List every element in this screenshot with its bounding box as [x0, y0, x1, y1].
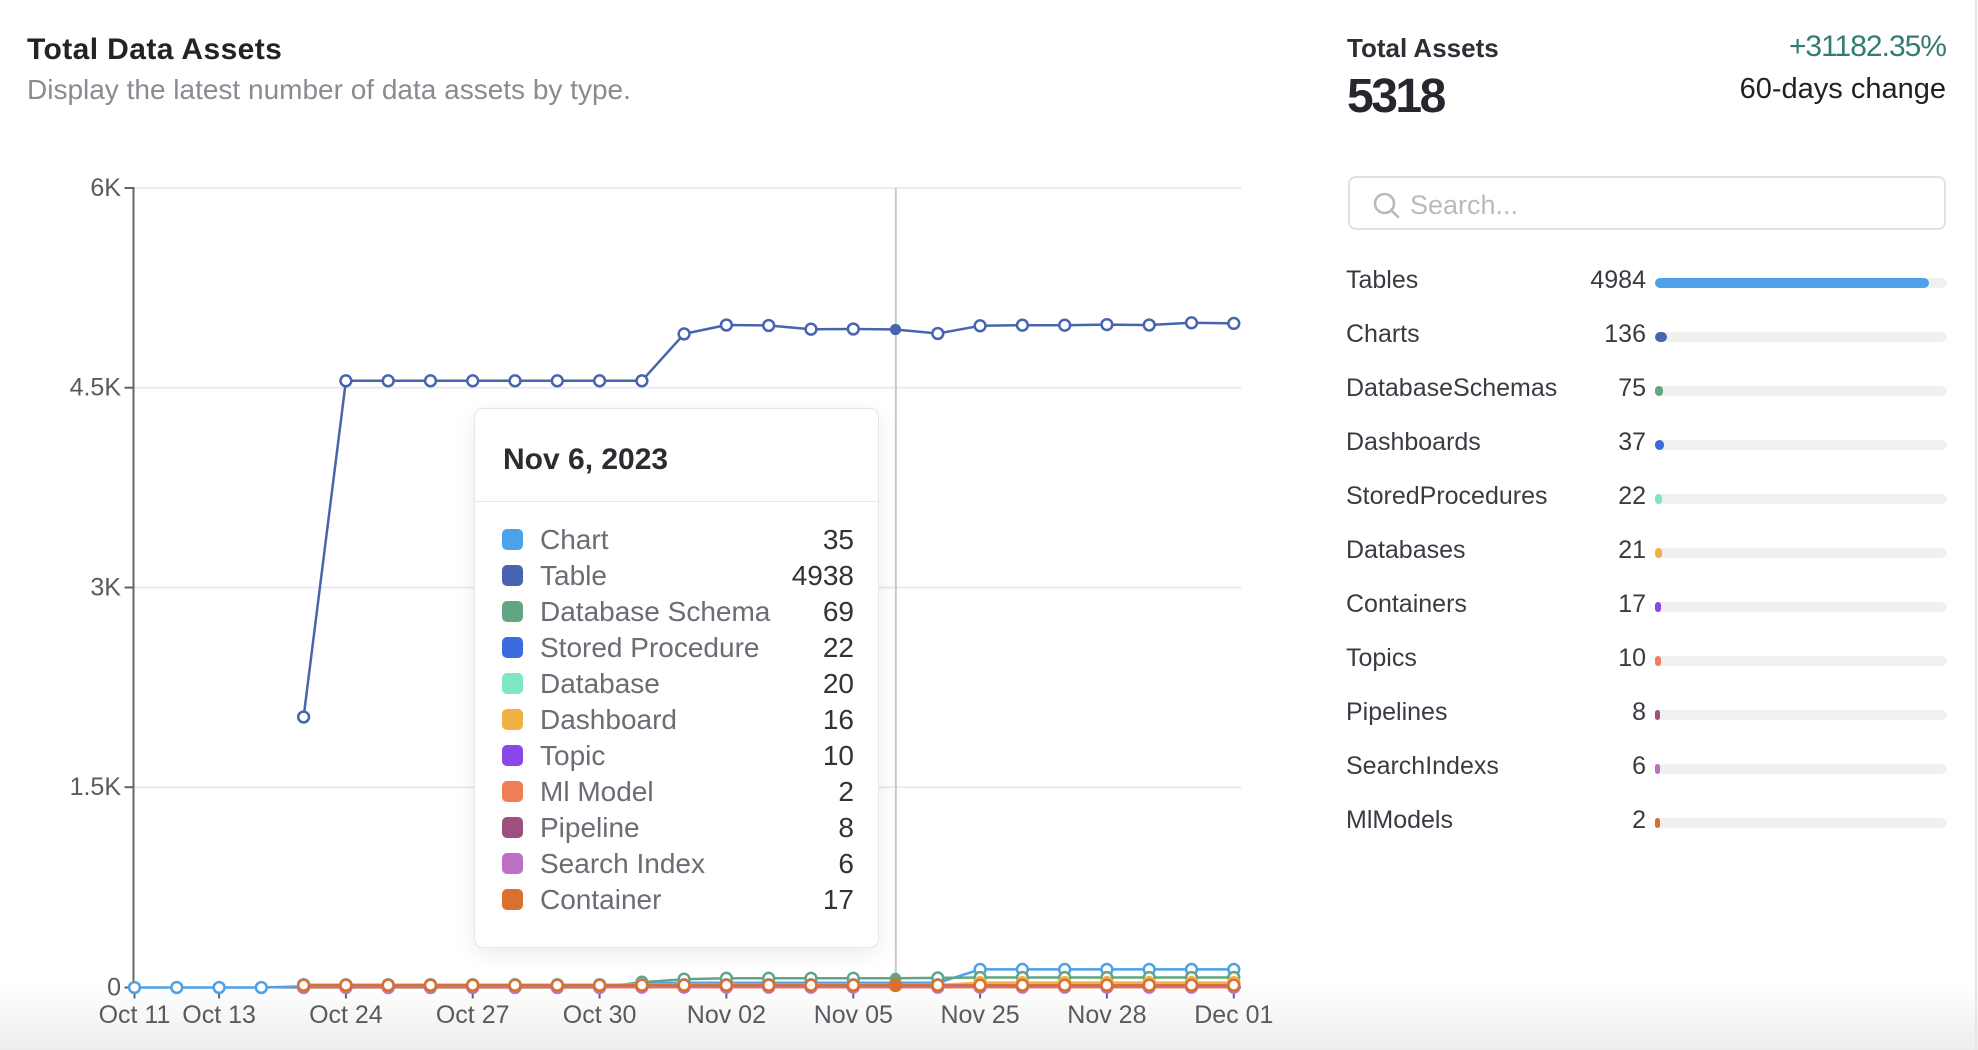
- svg-text:Nov 05: Nov 05: [814, 1001, 893, 1029]
- svg-text:Nov 25: Nov 25: [940, 1001, 1019, 1029]
- svg-text:6K: 6K: [90, 174, 121, 202]
- svg-text:Oct 30: Oct 30: [563, 1001, 637, 1029]
- svg-text:4.5K: 4.5K: [70, 374, 122, 402]
- svg-text:Nov 02: Nov 02: [687, 1001, 766, 1029]
- svg-text:Nov 28: Nov 28: [1067, 1001, 1146, 1029]
- svg-text:1.5K: 1.5K: [70, 773, 122, 801]
- svg-text:Dec 01: Dec 01: [1194, 1001, 1273, 1029]
- svg-text:Oct 27: Oct 27: [436, 1001, 510, 1029]
- svg-text:Oct 24: Oct 24: [309, 1001, 383, 1029]
- svg-text:Oct 13: Oct 13: [182, 1001, 256, 1029]
- svg-text:0: 0: [107, 974, 121, 1002]
- svg-text:3K: 3K: [90, 574, 121, 602]
- svg-text:Oct 11: Oct 11: [99, 1001, 171, 1029]
